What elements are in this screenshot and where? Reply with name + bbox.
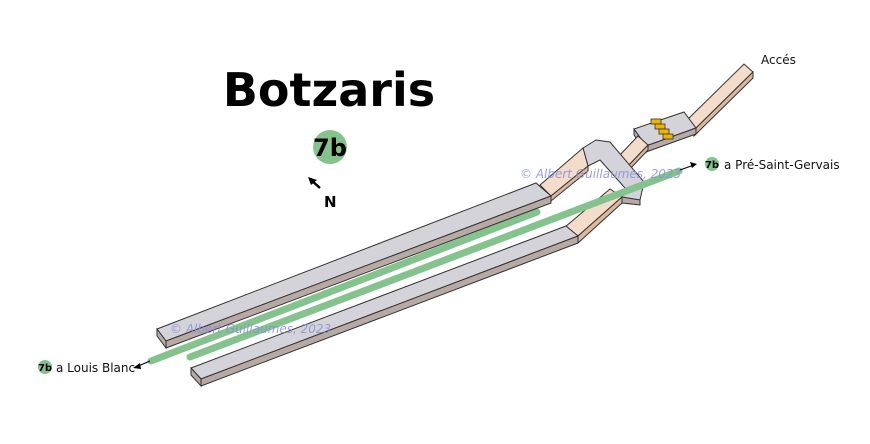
track-eastbound <box>186 167 683 361</box>
gate-2 <box>654 123 666 130</box>
north-label: N <box>324 193 337 211</box>
direction-west: 7b a Louis Blanc <box>38 360 151 375</box>
platform-north-end <box>156 327 167 350</box>
direction-west-label: a Louis Blanc <box>56 361 135 375</box>
watermark-lower: © Albert Guillaumes, 2023 <box>170 322 331 336</box>
arrow-left-icon <box>133 363 141 369</box>
gate-3 <box>658 128 670 135</box>
gate-4 <box>662 133 674 140</box>
direction-east-label: a Pré-Saint-Gervais <box>724 158 840 172</box>
direction-east-badge <box>705 157 719 171</box>
line-badge-circle <box>313 130 347 164</box>
direction-east: 7b a Pré-Saint-Gervais <box>679 157 840 172</box>
direction-west-badge-label: 7b <box>38 363 52 374</box>
station-title: Botzaris <box>223 63 435 117</box>
direction-west-badge <box>38 360 52 374</box>
arrow-right-icon <box>690 162 697 168</box>
exit-corridor-top <box>684 63 754 131</box>
platform-north <box>156 182 552 350</box>
exit-corridor <box>684 63 754 138</box>
overpass-loop <box>582 139 645 206</box>
line-badge-label: 7b <box>313 134 347 162</box>
platform-south <box>190 225 579 388</box>
gate-1 <box>650 118 662 125</box>
north-indicator: N <box>308 177 337 211</box>
direction-east-badge-label: 7b <box>705 160 719 171</box>
track-westbound <box>147 208 541 365</box>
platform-south-end <box>190 366 202 388</box>
fare-gates-icon <box>650 118 674 140</box>
exit-label: Accés <box>761 53 796 67</box>
watermark-upper: © Albert Guillaumes, 2023 <box>520 167 681 181</box>
tracks <box>147 167 683 365</box>
line-badge: 7b <box>313 130 347 164</box>
north-arrow-icon <box>308 177 317 185</box>
